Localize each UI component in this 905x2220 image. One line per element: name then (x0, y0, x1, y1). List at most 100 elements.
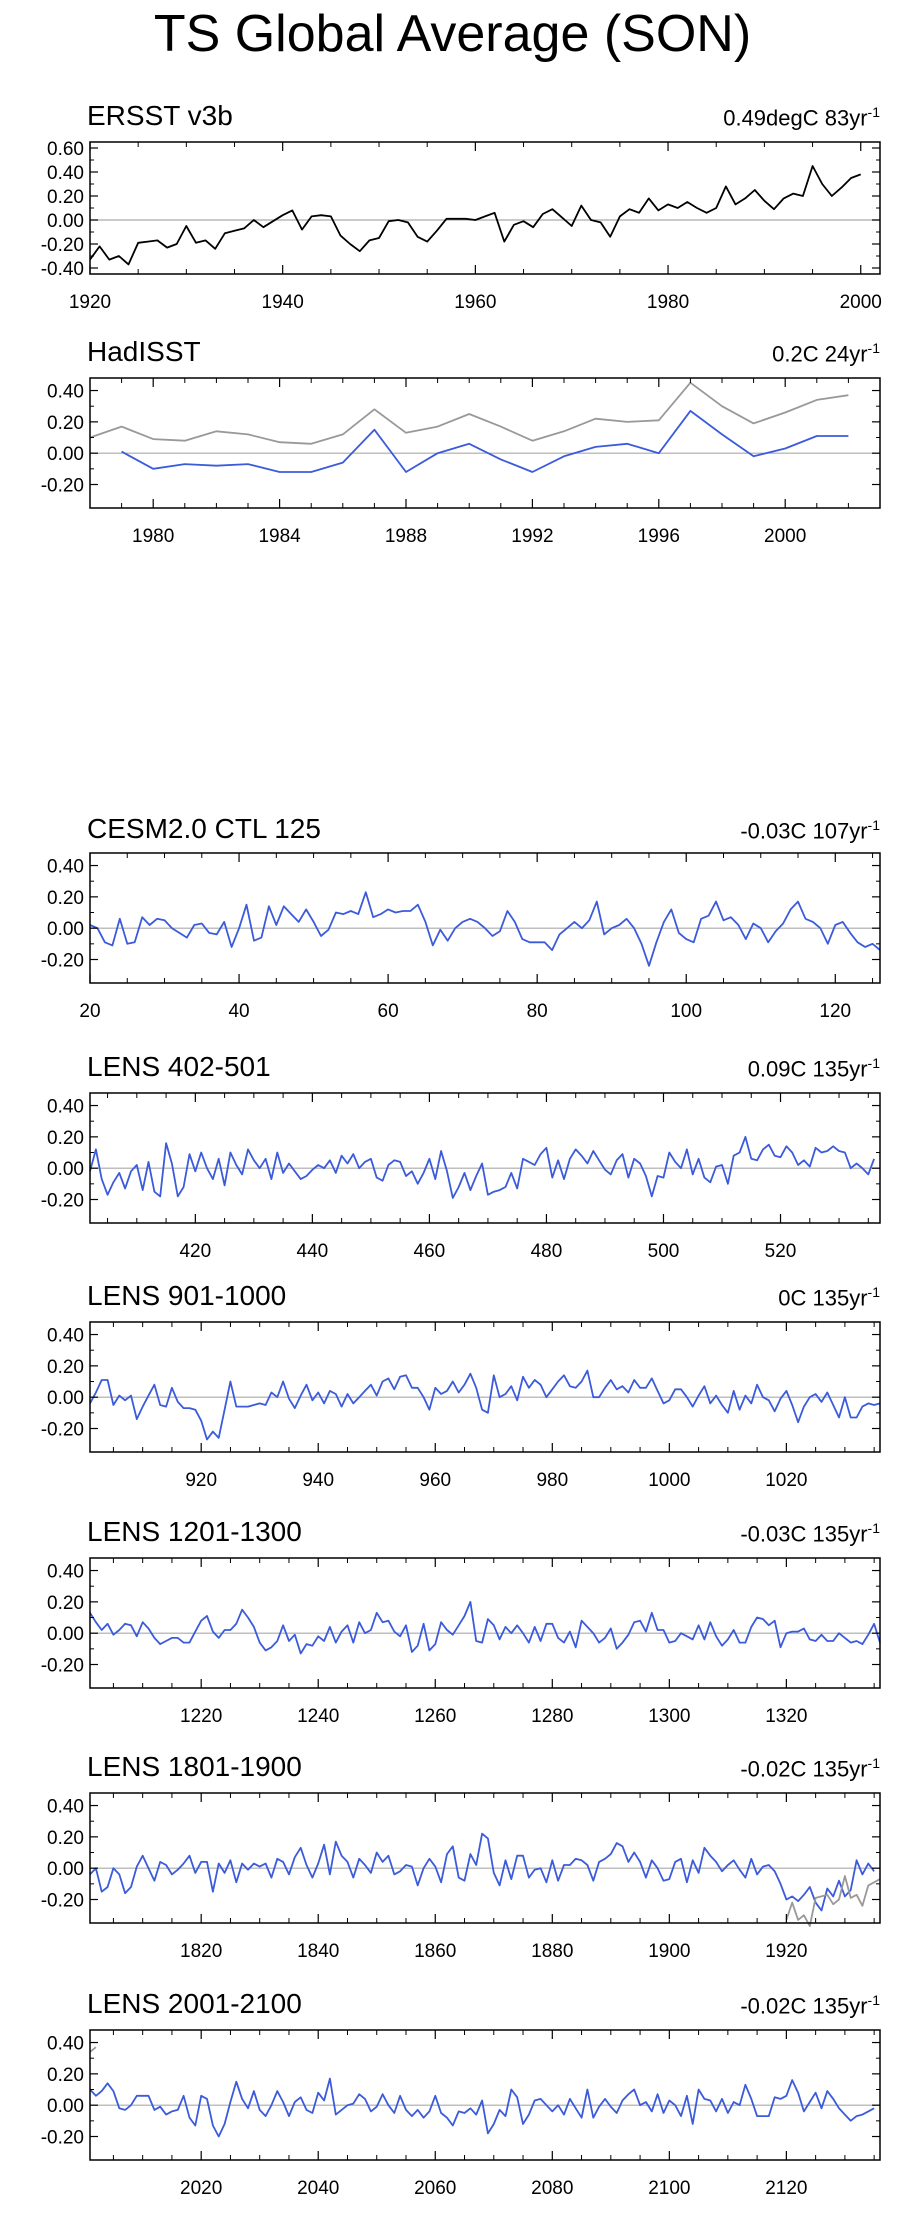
chart-plot: 0.40 0.20 0.00 -0.20 1220 1240 1260 1280 1300 132… (41, 1557, 881, 1727)
panel-trend-exponent: -1 (867, 1055, 880, 1071)
chart-plot: 0.40 0.20 0.00 -0.20 420 440 460 480 500 520 (41, 1092, 881, 1262)
series-line-model (89, 1136, 875, 1199)
panel-title: LENS 1801-1900 (87, 1751, 302, 1782)
x-tick-label: 1980 (647, 292, 689, 313)
chart-plot: 0.40 0.20 0.00 -0.20 2020 2040 2060 2080 2100 212… (41, 2029, 881, 2199)
x-tick-label: 1280 (531, 1706, 573, 1727)
series-line-reference (785, 1875, 881, 1928)
y-tick-label: 0.40 (47, 857, 84, 878)
y-tick-label: 0.20 (47, 1128, 84, 1149)
chart-plot: 0.60 0.40 0.20 0.00 -0.20 -0.40 1920 1940 1960 19… (41, 139, 882, 313)
plot-frame (89, 141, 881, 275)
chart-plot: 0.40 0.20 0.00 -0.20 920 940 960 980 1000 1020 (41, 1321, 881, 1491)
y-tick-label: 0.20 (47, 187, 84, 208)
y-tick-label: -0.20 (41, 1420, 84, 1441)
panel-trend-stat: 0.09C 135yr-1 (748, 1055, 880, 1082)
plot-frame (89, 2029, 881, 2161)
x-tick-label: 2000 (840, 292, 882, 313)
panel-trend-exponent: -1 (867, 817, 880, 833)
x-tick-label: 440 (297, 1241, 329, 1262)
y-tick-label: 0.60 (47, 139, 84, 160)
x-tick-label: 1260 (414, 1706, 456, 1727)
panel-title: LENS 402-501 (87, 1051, 271, 1082)
x-tick-label: 960 (419, 1470, 451, 1491)
x-tick-label: 500 (648, 1241, 680, 1262)
y-tick-label: -0.20 (41, 951, 84, 972)
y-tick-label: -0.20 (41, 235, 84, 256)
x-tick-label: 2060 (414, 2178, 456, 2199)
panel-title: ERSST v3b (87, 100, 233, 131)
panel-title: LENS 1201-1300 (87, 1516, 302, 1547)
panel-trend-value: -0.02C 135yr (740, 1756, 868, 1782)
plot-frame (89, 377, 881, 509)
x-tick-label: 1220 (180, 1706, 222, 1727)
x-tick-label: 920 (185, 1470, 217, 1491)
x-tick-label: 1984 (258, 526, 301, 547)
series-line-model (89, 1832, 875, 1912)
y-tick-label: 0.40 (47, 1797, 84, 1818)
x-tick-label: 1840 (297, 1941, 339, 1962)
plot-frame (89, 1557, 881, 1689)
y-tick-label: 0.20 (47, 1593, 84, 1614)
panel-trend-stat: 0C 135yr-1 (778, 1284, 880, 1311)
y-tick-label: 0.00 (47, 1624, 84, 1645)
panel-trend-value: 0.2C 24yr (772, 341, 868, 367)
chart-plot: 0.40 0.20 0.00 -0.20 1980 1984 1988 1992 1996 200… (41, 377, 881, 547)
x-tick-label: 520 (765, 1241, 797, 1262)
y-tick-label: 0.20 (47, 1828, 84, 1849)
chart-plot: 0.40 0.20 0.00 -0.20 1820 1840 1860 1880 1900 192… (41, 1792, 881, 1962)
y-tick-label: 0.00 (47, 1159, 84, 1180)
y-tick-label: 0.00 (47, 919, 84, 940)
x-tick-label: 1240 (297, 1706, 339, 1727)
panel-trend-value: 0.49degC 83yr (723, 105, 868, 131)
y-tick-label: -0.20 (41, 2128, 84, 2149)
plot-frame (89, 852, 881, 984)
x-tick-label: 2000 (764, 526, 806, 547)
x-tick-label: 2040 (297, 2178, 339, 2199)
x-tick-label: 2080 (531, 2178, 573, 2199)
x-tick-label: 1320 (765, 1706, 807, 1727)
page-title: TS Global Average (SON) (153, 5, 752, 63)
y-tick-label: 0.00 (47, 444, 84, 465)
panel-trend-exponent: -1 (867, 1284, 880, 1300)
x-tick-label: 40 (228, 1001, 249, 1022)
panel-title: CESM2.0 CTL 125 (87, 813, 321, 844)
y-tick-label: 0.40 (47, 1326, 84, 1347)
plot-frame (89, 1321, 881, 1453)
x-tick-label: 20 (79, 1001, 100, 1022)
x-tick-label: 1996 (638, 526, 680, 547)
x-tick-label: 1920 (69, 292, 111, 313)
panel-trend-value: -0.02C 135yr (740, 1993, 868, 2019)
x-tick-label: 1000 (648, 1470, 690, 1491)
x-tick-label: 1988 (385, 526, 427, 547)
y-tick-label: -0.20 (41, 1891, 84, 1912)
x-tick-label: 1300 (648, 1706, 690, 1727)
x-tick-label: 80 (527, 1001, 548, 1022)
x-tick-label: 1880 (531, 1941, 573, 1962)
series-line-reference (89, 2046, 97, 2053)
x-tick-label: 1992 (511, 526, 553, 547)
x-tick-label: 1980 (132, 526, 174, 547)
x-tick-label: 1860 (414, 1941, 456, 1962)
x-tick-label: 1900 (648, 1941, 690, 1962)
y-tick-label: -0.40 (41, 259, 84, 280)
plot-frame (89, 1092, 881, 1224)
y-tick-label: 0.20 (47, 888, 84, 909)
y-tick-label: 0.40 (47, 382, 84, 403)
panel-trend-stat: 0.2C 24yr-1 (772, 340, 880, 367)
x-tick-label: 2100 (648, 2178, 690, 2199)
y-tick-label: 0.40 (47, 163, 84, 184)
x-tick-label: 2120 (765, 2178, 807, 2199)
panel-title: LENS 901-1000 (87, 1280, 287, 1311)
y-tick-label: 0.20 (47, 413, 84, 434)
panel-trend-exponent: -1 (867, 1520, 880, 1536)
series-line-model (89, 1601, 881, 1655)
y-tick-label: 0.00 (47, 2096, 84, 2117)
panel-trend-stat: -0.03C 107yr-1 (740, 817, 880, 844)
series-line-observed (89, 165, 862, 266)
panel-trend-exponent: -1 (867, 1992, 880, 2008)
y-tick-label: -0.20 (41, 1656, 84, 1677)
x-tick-label: 1920 (765, 1941, 807, 1962)
x-tick-label: 480 (531, 1241, 563, 1262)
x-tick-label: 2020 (180, 2178, 222, 2199)
